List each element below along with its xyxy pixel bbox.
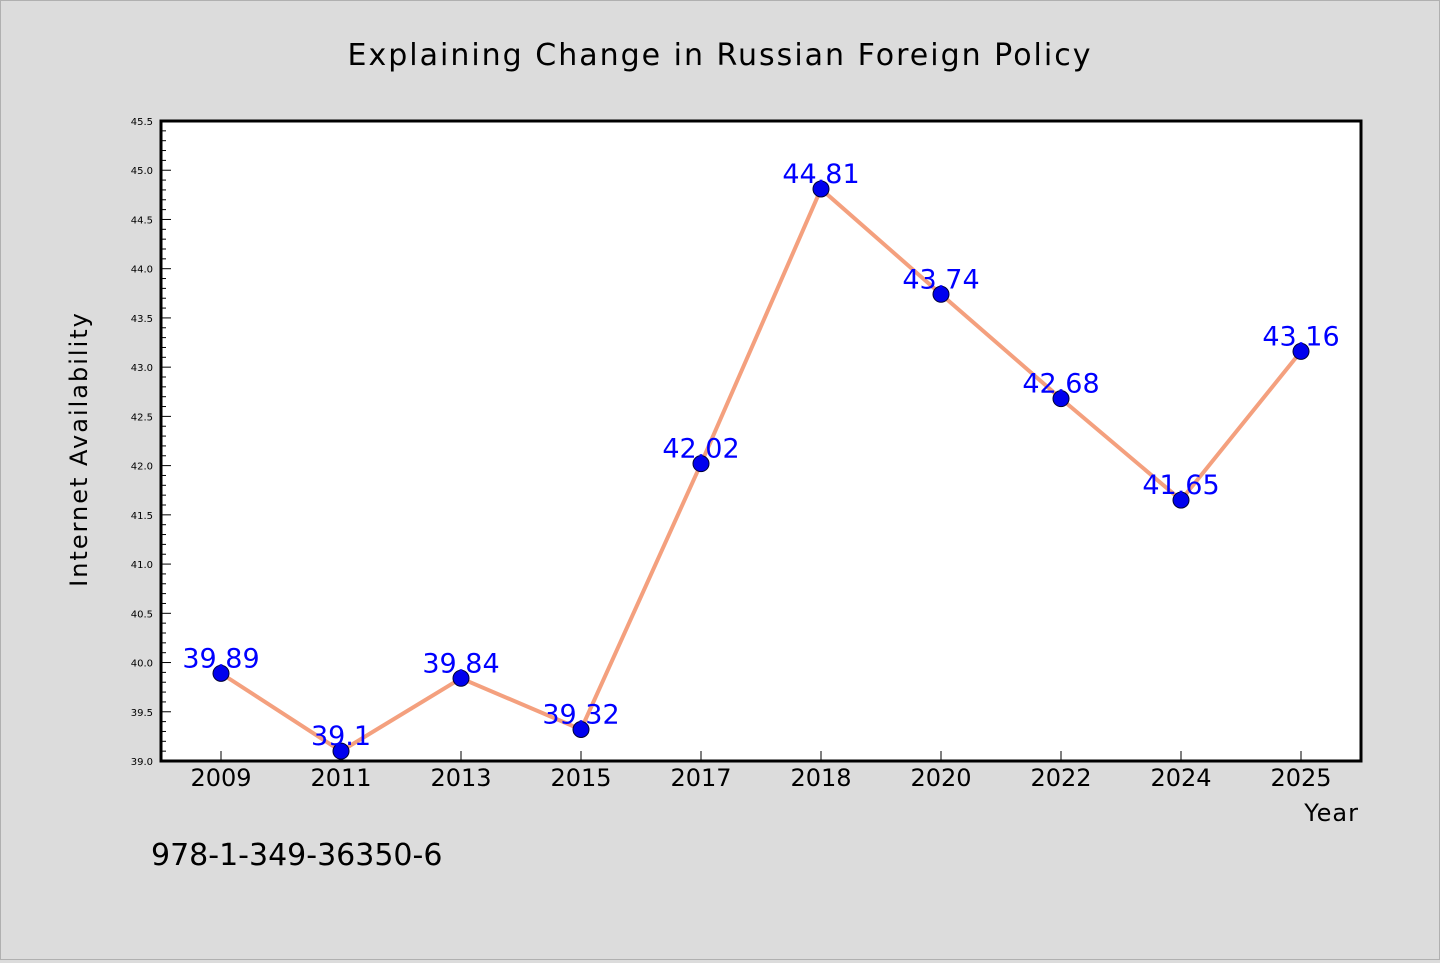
data-point — [812, 180, 830, 198]
y-tick-label: 43.0 — [131, 363, 153, 374]
data-label: 43.74 — [902, 264, 979, 295]
data-label: 39.89 — [182, 643, 259, 674]
data-point — [452, 669, 470, 687]
y-tick-label: 41.5 — [131, 511, 153, 522]
data-point — [332, 742, 350, 760]
data-point — [932, 285, 950, 303]
x-tick-label: 2011 — [310, 764, 371, 792]
x-tick-label: 2018 — [790, 764, 851, 792]
series-line — [219, 186, 1303, 754]
data-point — [692, 455, 710, 473]
data-label: 42.68 — [1022, 369, 1099, 400]
x-tick-label: 2024 — [1150, 764, 1211, 792]
series-group — [212, 180, 1310, 760]
data-point — [572, 720, 590, 738]
y-tick-label: 39.5 — [131, 708, 153, 719]
data-label: 43.16 — [1262, 321, 1339, 352]
y-tick-label: 39.0 — [131, 757, 153, 768]
data-point — [1292, 342, 1310, 360]
data-label: 39.84 — [422, 648, 499, 679]
x-tick-label: 2009 — [190, 764, 251, 792]
x-tick-label: 2015 — [550, 764, 611, 792]
x-axis-label: Year — [1303, 799, 1359, 827]
y-tick-label: 44.0 — [131, 265, 153, 276]
y-axis: 39.0 39.5 40.0 40.5 41.0 41.5 42.0 42.5 43.0 43.5… — [131, 117, 171, 768]
data-label: 39.32 — [542, 699, 619, 730]
data-point — [212, 664, 230, 682]
y-tick-label: 40.0 — [131, 659, 153, 670]
y-tick-label: 41.0 — [131, 560, 153, 571]
data-label-group: 39.89 39.1 39.84 39.32 42.02 44.81 43.74 42.68 4… — [182, 159, 1339, 752]
x-tick-label: 2022 — [1030, 764, 1091, 792]
x-tick-label: 2017 — [670, 764, 731, 792]
x-axis: 2009 2011 2013 2015 2017 2018 2020 2022 2024 2025 — [190, 751, 1332, 792]
y-tick-label: 40.5 — [131, 609, 153, 620]
y-axis-label: Internet Availability — [65, 311, 93, 587]
data-label: 39.1 — [311, 721, 371, 752]
data-label: 41.65 — [1142, 470, 1219, 501]
chart-title: Explaining Change in Russian Foreign Pol… — [348, 38, 1093, 73]
data-label: 44.81 — [782, 159, 859, 190]
data-point — [1172, 491, 1190, 509]
y-tick-label: 43.5 — [131, 314, 153, 325]
x-tick-label: 2025 — [1270, 764, 1331, 792]
isbn-annotation: 978-1-349-36350-6 — [151, 838, 442, 873]
y-tick-label: 45.5 — [131, 117, 153, 128]
x-tick-label: 2013 — [430, 764, 491, 792]
plot-area — [159, 119, 1363, 763]
y-tick-label: 42.0 — [131, 462, 153, 473]
data-label: 42.02 — [662, 434, 739, 465]
y-tick-label: 45.0 — [131, 166, 153, 177]
data-point — [1052, 390, 1070, 408]
x-tick-label: 2020 — [910, 764, 971, 792]
y-tick-label: 44.5 — [131, 215, 153, 226]
y-tick-label: 42.5 — [131, 412, 153, 423]
